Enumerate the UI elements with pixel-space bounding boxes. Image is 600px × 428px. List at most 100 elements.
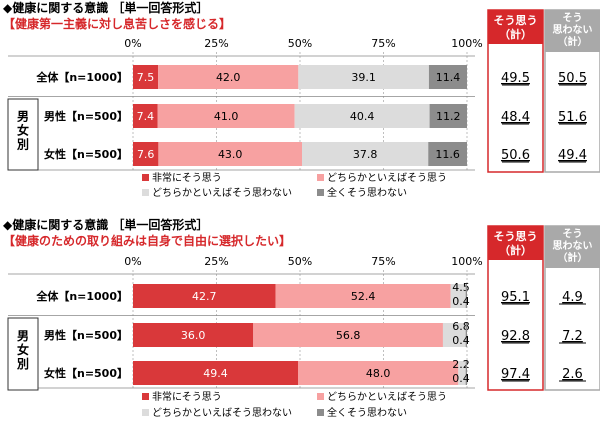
legend-label: どちらかといえばそう思う [327,391,447,403]
bar-value-label: 42.0 [216,71,241,84]
legend-swatch [317,174,324,181]
group-label: 男女別 [16,329,29,371]
bar-value-label: 0.4 [452,295,470,308]
legend-label: 全くそう思わない [327,406,407,419]
bar-segment [465,323,467,347]
bar-value-label: 7.5 [137,71,155,84]
bar-segment [429,104,467,128]
category-label: 女性【n=500】 [44,147,128,161]
x-tick-label: 75% [371,37,395,50]
yes-total-value: 97.4 [501,367,530,382]
legend-swatch [317,189,324,196]
chart-title: ◆健康に関する意識 ［単一回答形式］ [3,217,208,232]
bar-segment [302,142,429,166]
bar-value-label: 39.1 [351,71,376,84]
bar-segment [442,323,466,347]
no-total-header-bg [545,10,600,52]
yes-total-header-bg [488,10,543,44]
bar-value-label: 0.4 [452,372,470,385]
legend-label: 非常にそう思う [152,390,222,403]
yes-total-value: 49.5 [501,71,530,86]
bar-segment [450,284,466,308]
x-tick-label: 0% [124,255,141,268]
legend-label: どちらかといえばそう思わない [152,187,292,199]
bar-value-label: 6.8 [452,320,470,333]
bar-segment [428,142,467,166]
legend-swatch [142,409,149,416]
group-label-box [7,98,39,171]
legend-swatch [317,409,324,416]
bar-segment [458,361,466,385]
bar-segment [298,65,429,89]
category-label: 全体【n=1000】 [35,70,128,84]
legend-swatch [142,393,149,400]
bar-segment [133,104,158,128]
bar-value-label: 40.4 [350,110,375,123]
bar-value-label: 37.8 [353,148,378,161]
bar-value-label: 7.4 [137,110,155,123]
bar-segment [133,142,159,166]
no-total-header-bg [545,226,600,268]
no-total-header: そう思わない（計） [553,228,593,264]
bar-segment [158,65,299,89]
yes-total-header: そう思う（計） [494,14,538,41]
yes-total-value: 50.6 [501,148,530,163]
bar-value-label: 36.0 [181,329,206,342]
legend-label: どちらかといえばそう思わない [152,407,292,419]
x-tick-label: 25% [204,255,228,268]
no-total-value: 4.9 [562,290,583,305]
bar-value-label: 4.5 [452,281,470,294]
bar-segment [294,104,430,128]
no-total-value: 2.6 [562,367,583,382]
bar-value-label: 43.0 [218,148,243,161]
chart-subtitle: 【健康第一主義に対し息苦しさを感じる】 [3,16,231,31]
legend-label: 非常にそう思う [152,171,222,184]
bar-value-label: 11.4 [436,71,461,84]
bar-value-label: 52.4 [351,290,376,303]
x-tick-label: 25% [204,37,228,50]
bar-value-label: 11.2 [436,110,461,123]
x-tick-label: 50% [288,255,312,268]
legend-label: 全くそう思わない [327,186,407,199]
no-total-value: 49.4 [558,148,587,163]
bar-segment [465,361,467,385]
x-tick-label: 100% [451,37,482,50]
x-tick-label: 75% [371,255,395,268]
category-label: 男性【n=500】 [44,328,128,342]
bar-value-label: 2.2 [452,358,470,371]
group-label: 男女別 [16,110,29,152]
bar-segment [465,284,467,308]
bar-value-label: 42.7 [192,290,217,303]
bar-segment [253,323,443,347]
bar-segment [133,361,298,385]
bar-segment [158,142,303,166]
bar-value-label: 56.8 [336,329,361,342]
yes-total-header-bg [488,226,543,260]
bar-segment [428,65,467,89]
category-label: 全体【n=1000】 [35,289,128,303]
no-total-value: 50.5 [558,71,587,86]
chart-title: ◆健康に関する意識 ［単一回答形式］ [3,0,208,15]
group-label-box [7,317,39,391]
bar-value-label: 7.6 [137,148,155,161]
bar-segment [297,361,459,385]
yes-total-value: 95.1 [501,290,530,305]
x-tick-label: 100% [451,255,482,268]
no-total-header: そう思わない（計） [553,12,593,48]
no-total-value: 7.2 [562,329,583,344]
bar-segment [275,284,451,308]
bar-value-label: 48.0 [366,367,391,380]
legend-label: どちらかといえばそう思う [327,172,447,184]
category-label: 女性【n=500】 [44,366,128,380]
bar-value-label: 49.4 [203,367,228,380]
legend-swatch [142,189,149,196]
bar-value-label: 11.6 [435,148,460,161]
bar-value-label: 41.0 [214,110,239,123]
yes-total-value: 92.8 [501,329,530,344]
bar-segment [133,323,254,347]
yes-total-header: そう思う（計） [494,230,538,257]
category-label: 男性【n=500】 [44,109,128,123]
bar-value-label: 0.4 [452,334,470,347]
legend-swatch [142,174,149,181]
